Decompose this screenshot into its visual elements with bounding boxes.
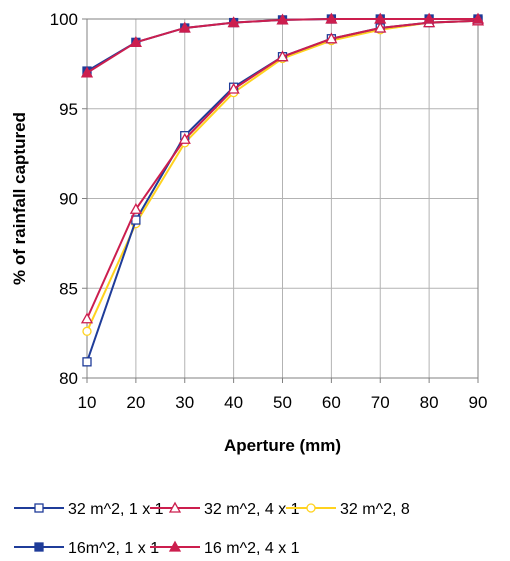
series-2 (80, 14, 485, 324)
legend-item-2: 32 m^2, 4 x 1 (150, 501, 300, 518)
legend-marker (34, 503, 44, 513)
data-point (227, 82, 240, 94)
x-tick-label: 70 (371, 393, 390, 412)
y-tick-label: 90 (59, 190, 78, 209)
legend-marker (34, 542, 44, 552)
x-tick-label: 40 (224, 393, 243, 412)
legend-item-1: 32 m^2, 1 x 1 (14, 501, 164, 518)
x-tick-label: 50 (273, 393, 292, 412)
data-point (80, 312, 94, 324)
legend-marker (168, 540, 182, 552)
legend-label: 16m^2, 1 x 1 (68, 540, 159, 557)
legend-item-5: 16 m^2, 4 x 1 (150, 540, 300, 557)
legend-item-4: 16m^2, 1 x 1 (14, 540, 159, 557)
y-axis-title: % of rainfall captured (10, 112, 29, 285)
y-tick-label: 80 (59, 369, 78, 388)
data-point (82, 357, 92, 367)
x-tick-labels: 10 20 30 40 50 60 70 80 90 (78, 378, 488, 412)
data-point (178, 132, 191, 144)
data-point (129, 35, 142, 47)
data-point (276, 50, 289, 62)
series-layer (80, 12, 485, 367)
data-point (374, 12, 387, 24)
legend: 32 m^2, 1 x 1 32 m^2, 4 x 1 32 m^2, 8 16m^2… (14, 501, 410, 557)
data-point (82, 326, 92, 336)
x-tick-label: 60 (322, 393, 341, 412)
legend-label: 16 m^2, 4 x 1 (204, 540, 300, 557)
data-point (471, 12, 485, 24)
data-point (129, 202, 142, 214)
x-tick-label: 30 (175, 393, 194, 412)
x-tick-label: 10 (78, 393, 97, 412)
data-point (374, 21, 387, 33)
x-tick-label: 20 (126, 393, 145, 412)
x-tick-label: 80 (420, 393, 439, 412)
grid (86, 18, 479, 379)
y-tick-label: 100 (50, 10, 78, 29)
legend-item-3: 32 m^2, 8 (286, 501, 410, 518)
y-tick-labels: 80 85 90 95 100 (50, 10, 87, 388)
legend-label: 32 m^2, 8 (340, 501, 410, 518)
data-point (325, 32, 338, 44)
data-point (227, 16, 240, 28)
data-point (80, 66, 94, 78)
x-tick-label: 90 (469, 393, 488, 412)
legend-label: 32 m^2, 4 x 1 (204, 501, 300, 518)
data-point (325, 12, 338, 24)
legend-label: 32 m^2, 1 x 1 (68, 501, 164, 518)
series-5 (80, 12, 485, 78)
data-point (276, 13, 289, 25)
y-tick-label: 85 (59, 279, 78, 298)
y-tick-label: 95 (59, 100, 78, 119)
legend-marker (306, 503, 316, 513)
data-point (423, 12, 436, 24)
legend-marker (168, 501, 182, 513)
x-axis-title: Aperture (mm) (224, 436, 341, 455)
data-point (178, 21, 191, 33)
